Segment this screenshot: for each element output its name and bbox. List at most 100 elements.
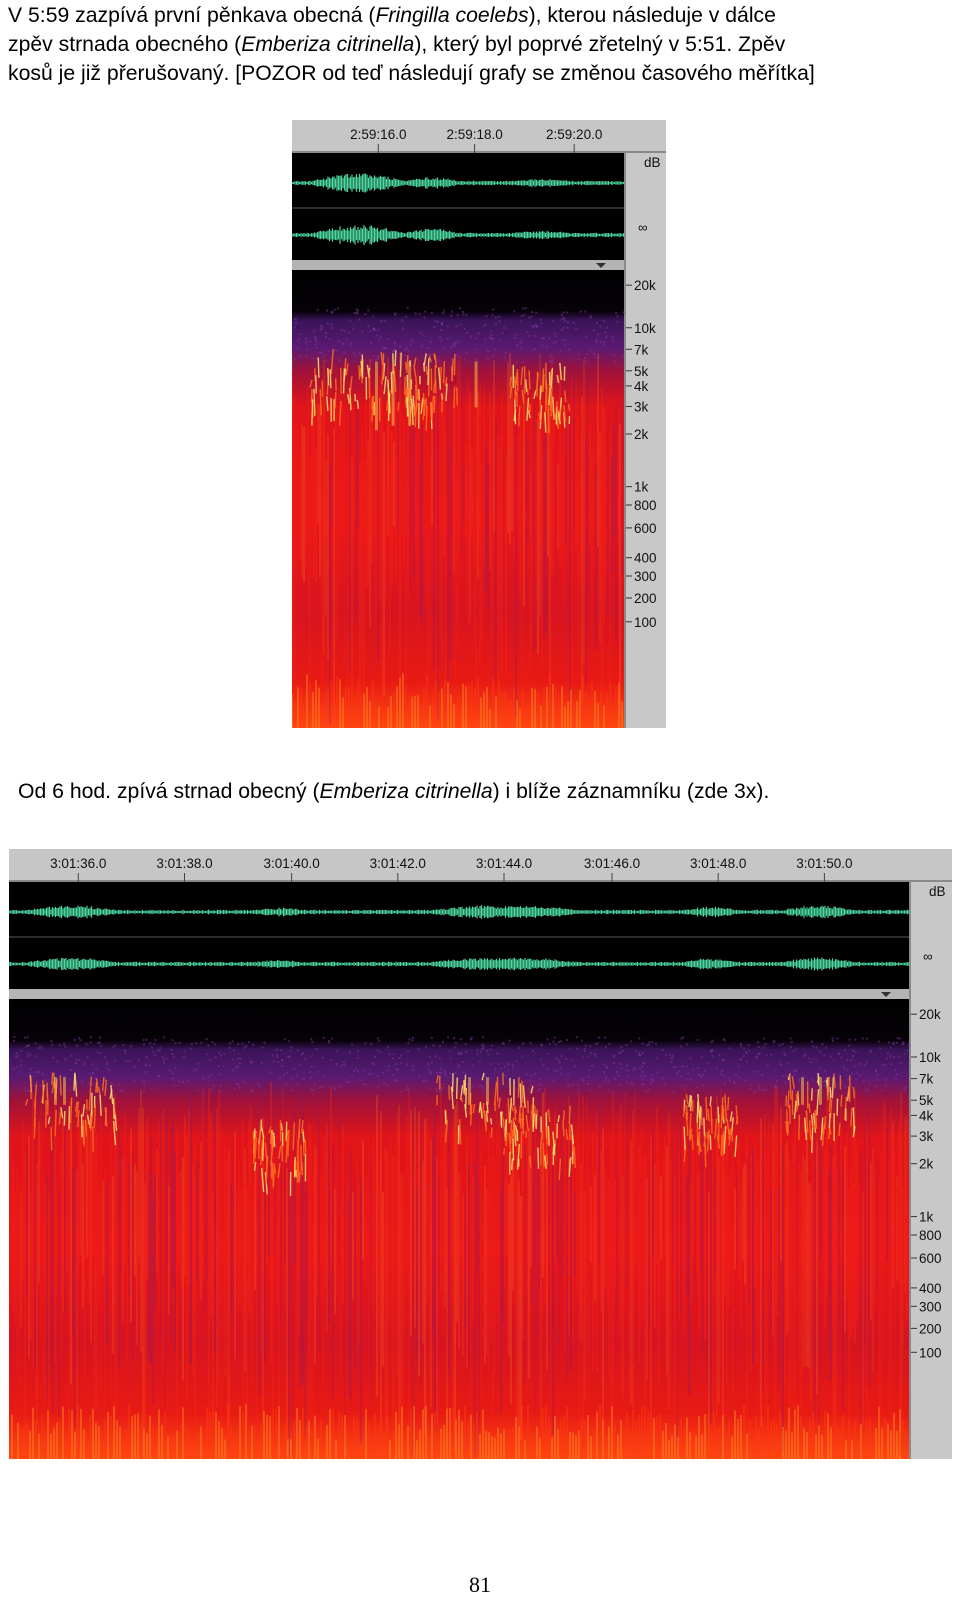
noise-speck <box>854 1065 856 1067</box>
noise-speck <box>578 358 580 360</box>
noise-speck <box>15 1055 17 1057</box>
noise-speck <box>548 337 550 339</box>
noise-speck <box>400 1055 402 1057</box>
noise-speck <box>585 1045 587 1047</box>
noise-speck <box>343 352 345 354</box>
noise-speck <box>815 1090 817 1092</box>
noise-speck <box>685 1078 687 1080</box>
song-element <box>295 1157 296 1177</box>
noise-speck <box>70 1069 72 1071</box>
time-tick-label: 3:01:40.0 <box>263 856 319 871</box>
noise-speck <box>195 1042 197 1044</box>
time-tick-label: 3:01:50.0 <box>796 856 852 871</box>
noise-speck <box>875 1070 877 1072</box>
noise-speck <box>13 1068 15 1070</box>
noise-speck <box>417 1048 419 1050</box>
noise-speck <box>393 350 395 352</box>
noise-speck <box>251 1090 253 1092</box>
noise-speck <box>383 1082 385 1084</box>
noise-speck <box>512 1066 514 1068</box>
noise-speck <box>625 1044 627 1046</box>
noise-speck <box>896 1042 898 1044</box>
noise-speck <box>749 1088 751 1090</box>
noise-speck <box>522 1042 524 1044</box>
noise-speck <box>439 1090 441 1092</box>
noise-speck <box>340 1065 342 1067</box>
song-element <box>330 369 331 388</box>
noise-speck <box>405 316 407 318</box>
noise-speck <box>315 338 317 340</box>
noise-speck <box>437 360 439 362</box>
noise-speck <box>513 310 515 312</box>
noise-speck <box>330 323 332 325</box>
noise-speck <box>724 1082 726 1084</box>
noise-speck <box>650 1078 652 1080</box>
noise-speck <box>464 328 466 330</box>
noise-speck <box>435 1055 437 1057</box>
noise-speck <box>320 325 322 327</box>
song-element <box>853 1087 854 1099</box>
noise-speck <box>377 1086 379 1088</box>
noise-speck <box>442 1087 444 1089</box>
noise-speck <box>357 1057 359 1059</box>
noise-speck <box>591 351 593 353</box>
song-element <box>529 371 530 390</box>
noise-speck <box>465 314 467 316</box>
noise-speck <box>319 1087 321 1089</box>
noise-speck <box>325 336 327 338</box>
noise-speck <box>149 1065 151 1067</box>
song-element <box>82 1114 83 1137</box>
noise-speck <box>498 316 500 318</box>
noise-speck <box>280 1049 282 1051</box>
noise-speck <box>603 320 605 322</box>
freq-tick-label: 20k <box>634 278 656 293</box>
noise-speck <box>412 1069 414 1071</box>
noise-speck <box>334 309 336 311</box>
noise-speck <box>339 360 341 362</box>
freq-tick-label: 200 <box>919 1321 942 1336</box>
paragraph-1-line-3: kosů je již přerušovaný. [POZOR od teď n… <box>8 59 954 88</box>
noise-speck <box>472 1065 474 1067</box>
noise-speck <box>690 1058 692 1060</box>
noise-speck <box>678 1070 680 1072</box>
noise-speck <box>808 1058 810 1060</box>
text-run: Od 6 hod. zpívá strnad obecný ( <box>18 780 320 803</box>
noise-speck <box>431 1037 433 1039</box>
song-element <box>515 399 516 424</box>
freq-tick-label: 200 <box>634 591 657 606</box>
noise-speck <box>384 320 386 322</box>
freq-tick-label: 400 <box>919 1281 942 1296</box>
song-element <box>540 386 541 400</box>
song-element <box>504 1148 505 1155</box>
noise-speck <box>110 1082 112 1084</box>
noise-speck <box>491 1045 493 1047</box>
noise-speck <box>612 336 614 338</box>
noise-speck <box>354 312 356 314</box>
noise-speck <box>689 1079 691 1081</box>
song-element <box>543 374 544 392</box>
song-element <box>786 1095 787 1106</box>
noise-speck <box>401 319 403 321</box>
noise-speck <box>305 354 307 356</box>
noise-speck <box>540 319 542 321</box>
noise-speck <box>590 1052 592 1054</box>
noise-speck <box>673 1091 675 1093</box>
time-ruler-border <box>9 880 952 882</box>
noise-speck <box>617 316 619 318</box>
noise-speck <box>565 1058 567 1060</box>
noise-speck <box>291 1078 293 1080</box>
noise-speck <box>904 1053 906 1055</box>
noise-speck <box>630 1040 632 1042</box>
noise-speck <box>641 1070 643 1072</box>
noise-speck <box>233 1049 235 1051</box>
noise-speck <box>566 1039 568 1041</box>
noise-speck <box>106 1061 108 1063</box>
noise-speck <box>646 1044 648 1046</box>
noise-speck <box>343 343 345 345</box>
song-element <box>530 1156 531 1167</box>
noise-speck <box>109 1069 111 1071</box>
noise-speck <box>754 1071 756 1073</box>
noise-speck <box>175 1042 177 1044</box>
noise-speck <box>586 353 588 355</box>
noise-speck <box>852 1050 854 1052</box>
